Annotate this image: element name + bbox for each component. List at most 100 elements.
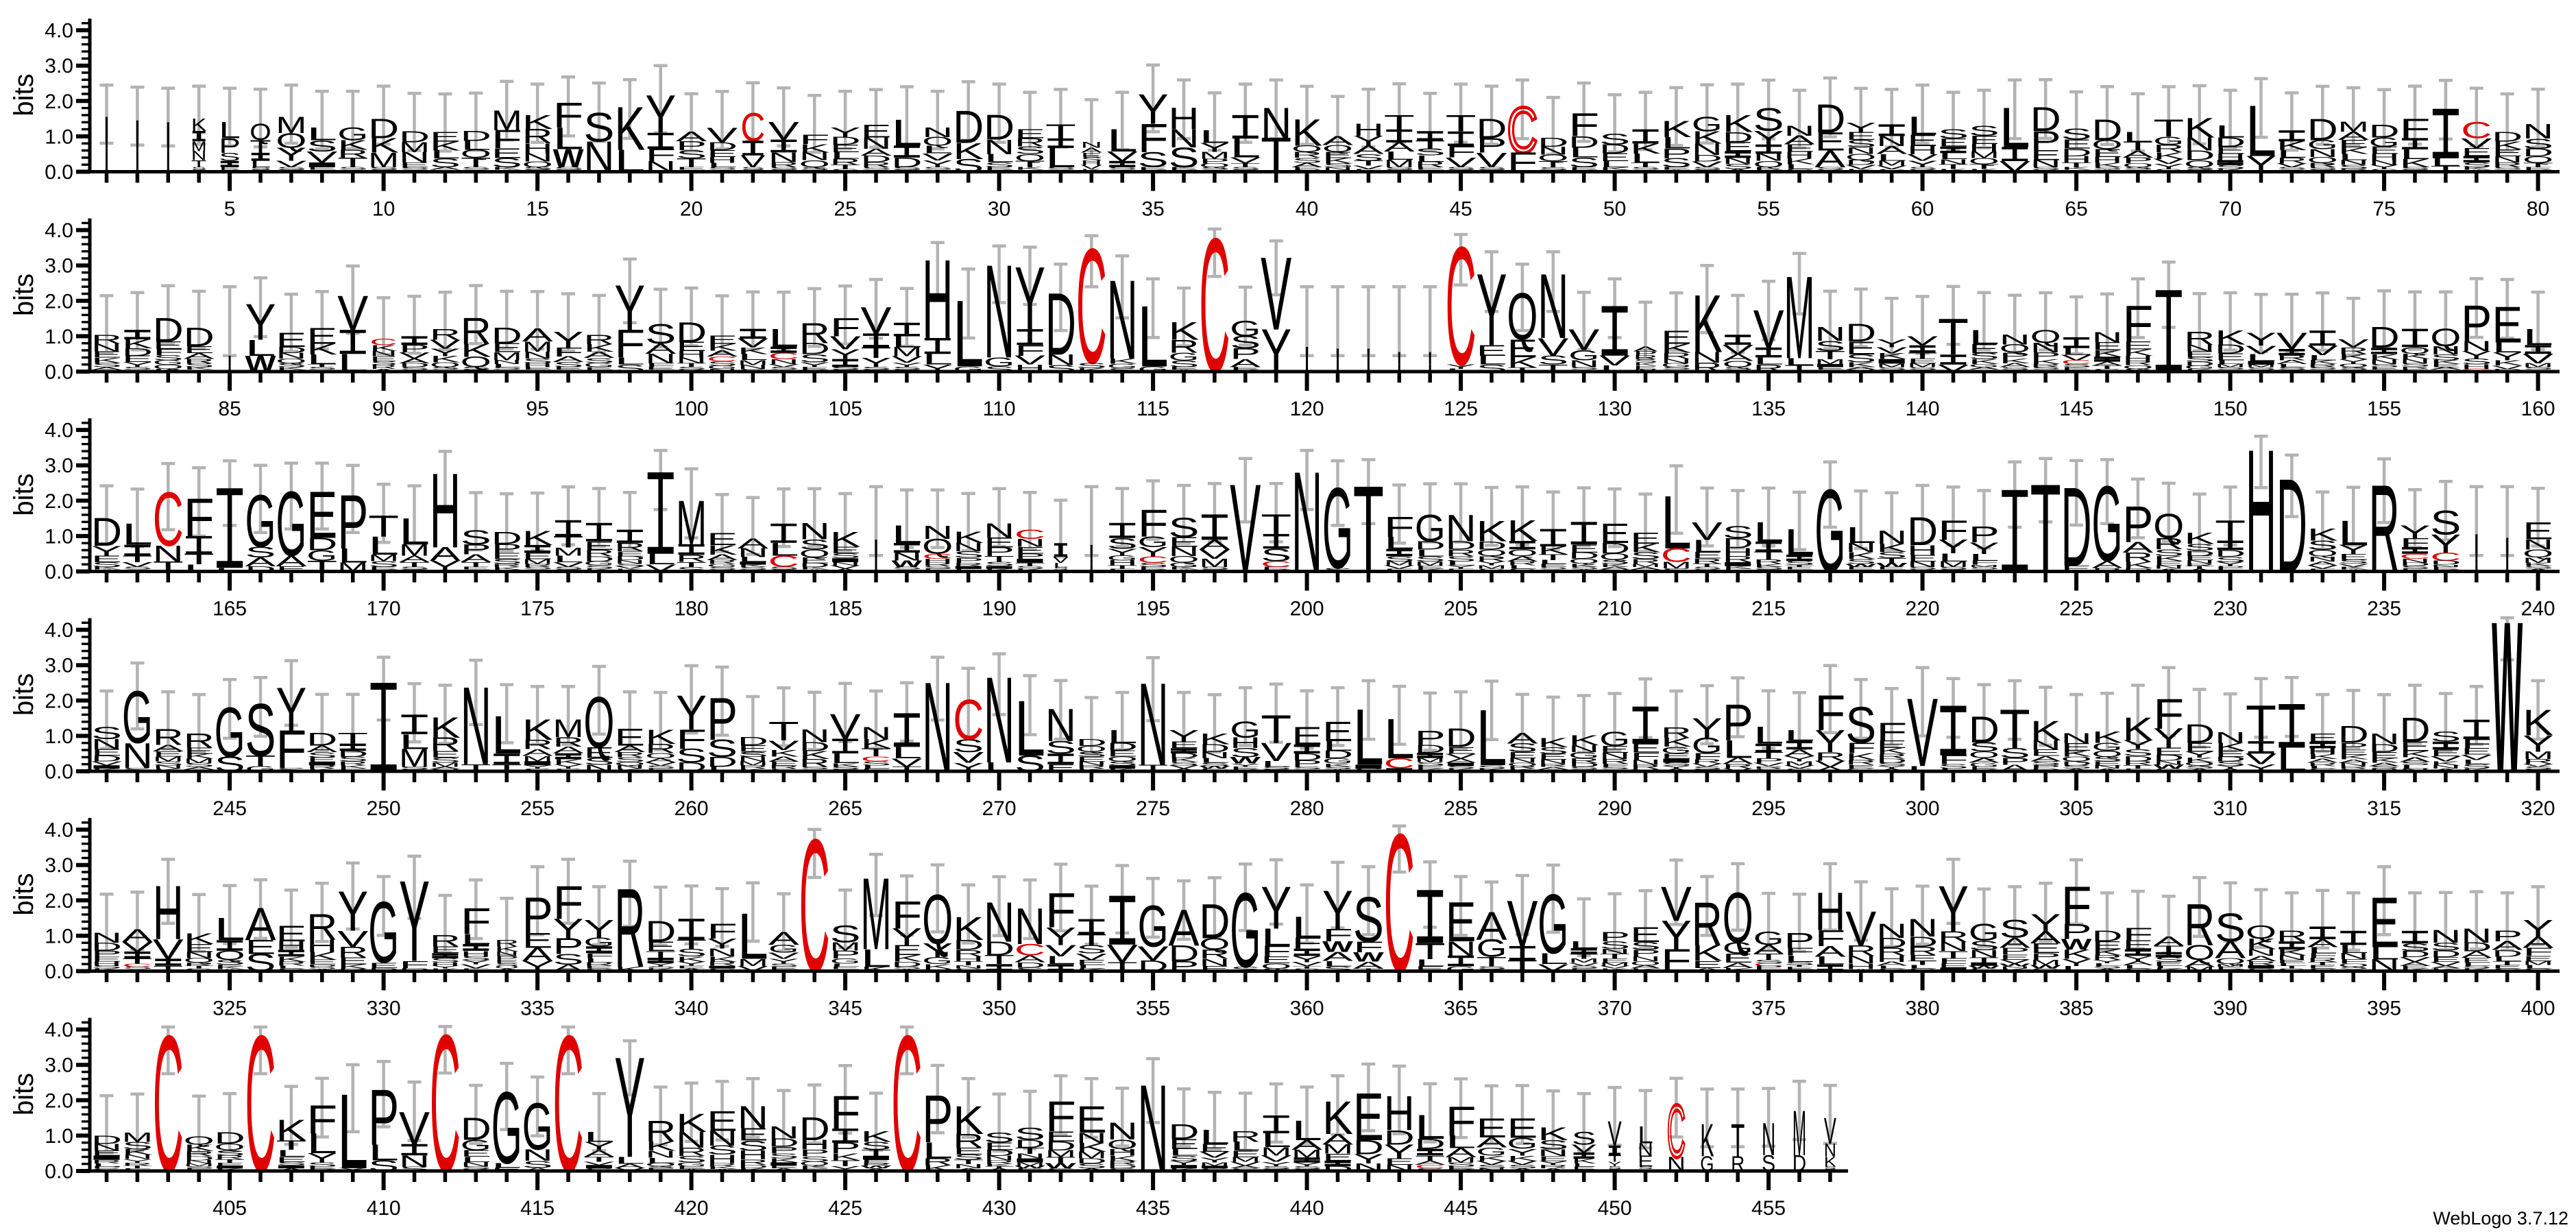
svg-text:10: 10 [372,198,395,221]
svg-text:D: D [614,555,645,561]
svg-text:0.0: 0.0 [45,361,73,384]
svg-text:P: P [2461,295,2492,352]
svg-text:H: H [1353,121,1384,139]
svg-text:K: K [1784,157,1815,166]
svg-text:M: M [491,105,522,136]
svg-text:P: P [1633,350,1658,357]
svg-text:S: S [2430,353,2461,362]
svg-text:A: A [2122,149,2153,160]
svg-text:Q: Q [799,158,830,170]
svg-text:3.0: 3.0 [45,255,73,278]
svg-text:345: 345 [828,998,862,1020]
svg-text:D: D [891,155,922,171]
svg-text:L: L [1507,564,1538,570]
svg-text:N: N [738,546,768,559]
svg-text:G: G [984,355,1014,370]
svg-text:N: N [2369,359,2400,365]
svg-text:A: A [1723,352,1753,363]
svg-text:A: A [583,350,614,360]
svg-text:T: T [830,163,861,170]
svg-text:S: S [583,564,614,570]
svg-text:S: S [399,566,430,570]
svg-text:S: S [1845,138,1876,149]
svg-text:T: T [399,561,430,568]
svg-text:H: H [2369,152,2400,162]
svg-text:M: M [1477,564,1507,570]
svg-text:H: H [522,141,553,156]
svg-text:390: 390 [2213,998,2248,1020]
svg-text:Y: Y [2246,329,2276,350]
svg-text:A: A [245,555,276,569]
svg-text:L: L [1969,326,2000,349]
svg-text:D: D [1446,539,1477,553]
svg-text:H: H [1081,160,1103,167]
svg-text:F: F [645,362,676,368]
svg-text:S: S [91,561,122,568]
svg-text:M: M [1630,563,1661,568]
svg-text:95: 95 [526,398,548,420]
svg-text:D: D [1599,540,1630,557]
svg-text:N: N [191,148,207,162]
svg-text:L: L [399,511,430,553]
svg-text:F: F [153,348,184,357]
svg-text:F: F [1138,502,1169,546]
svg-text:R: R [2492,161,2523,169]
svg-text:K: K [1876,352,1907,361]
svg-text:K: K [1014,167,1045,171]
svg-text:E: E [799,366,830,370]
svg-text:D: D [91,510,122,555]
svg-text:S: S [799,167,830,171]
svg-text:G: G [583,361,614,368]
svg-text:N: N [1784,123,1815,138]
svg-text:K: K [707,542,738,557]
svg-text:240: 240 [2521,598,2555,620]
svg-text:D: D [799,339,830,357]
svg-text:S: S [1814,338,1845,354]
svg-text:H: H [1969,142,2000,154]
svg-text:Y: Y [2492,350,2523,363]
svg-text:A: A [399,357,430,365]
svg-text:L: L [250,159,271,169]
svg-text:K: K [1630,541,1661,555]
svg-text:M: M [1907,363,1938,369]
svg-text:S: S [1938,127,1969,142]
svg-text:L: L [219,117,241,143]
svg-text:S: S [306,366,337,370]
svg-text:L: L [1692,536,1723,556]
svg-text:S: S [1599,559,1630,565]
svg-text:335: 335 [520,998,555,1020]
svg-text:E: E [1081,152,1103,159]
svg-text:L: L [1784,356,1815,367]
svg-text:N: N [799,518,830,544]
svg-text:30: 30 [988,198,1010,221]
svg-text:S: S [368,559,399,569]
svg-text:Q: Q [276,357,306,365]
svg-text:S: S [1081,156,1103,163]
svg-text:450: 450 [1598,1197,1632,1220]
svg-text:K: K [1599,167,1630,171]
svg-text:V: V [1230,156,1261,165]
svg-text:S: S [707,360,738,367]
svg-text:E: E [1630,529,1661,547]
svg-text:E: E [614,550,645,558]
svg-text:N: N [1845,540,1876,555]
svg-text:Y: Y [430,346,461,359]
svg-text:S: S [1169,142,1200,173]
svg-text:V: V [1907,152,1938,162]
svg-text:N: N [645,351,676,367]
svg-text:D: D [861,154,892,164]
svg-text:S: S [1538,566,1568,570]
svg-text:A: A [738,535,769,551]
svg-text:N: N [1538,256,1568,359]
svg-text:D: D [2492,130,2523,145]
svg-text:D: D [2184,361,2215,367]
svg-text:L: L [1053,561,1069,569]
svg-text:D: D [2061,146,2092,158]
svg-text:E: E [583,367,614,371]
svg-text:T: T [1784,564,1815,568]
svg-text:N: N [768,149,799,165]
svg-text:T: T [1938,163,1969,171]
svg-text:E: E [2492,147,2523,158]
svg-text:Y: Y [91,543,122,559]
svg-text:R: R [522,124,553,148]
